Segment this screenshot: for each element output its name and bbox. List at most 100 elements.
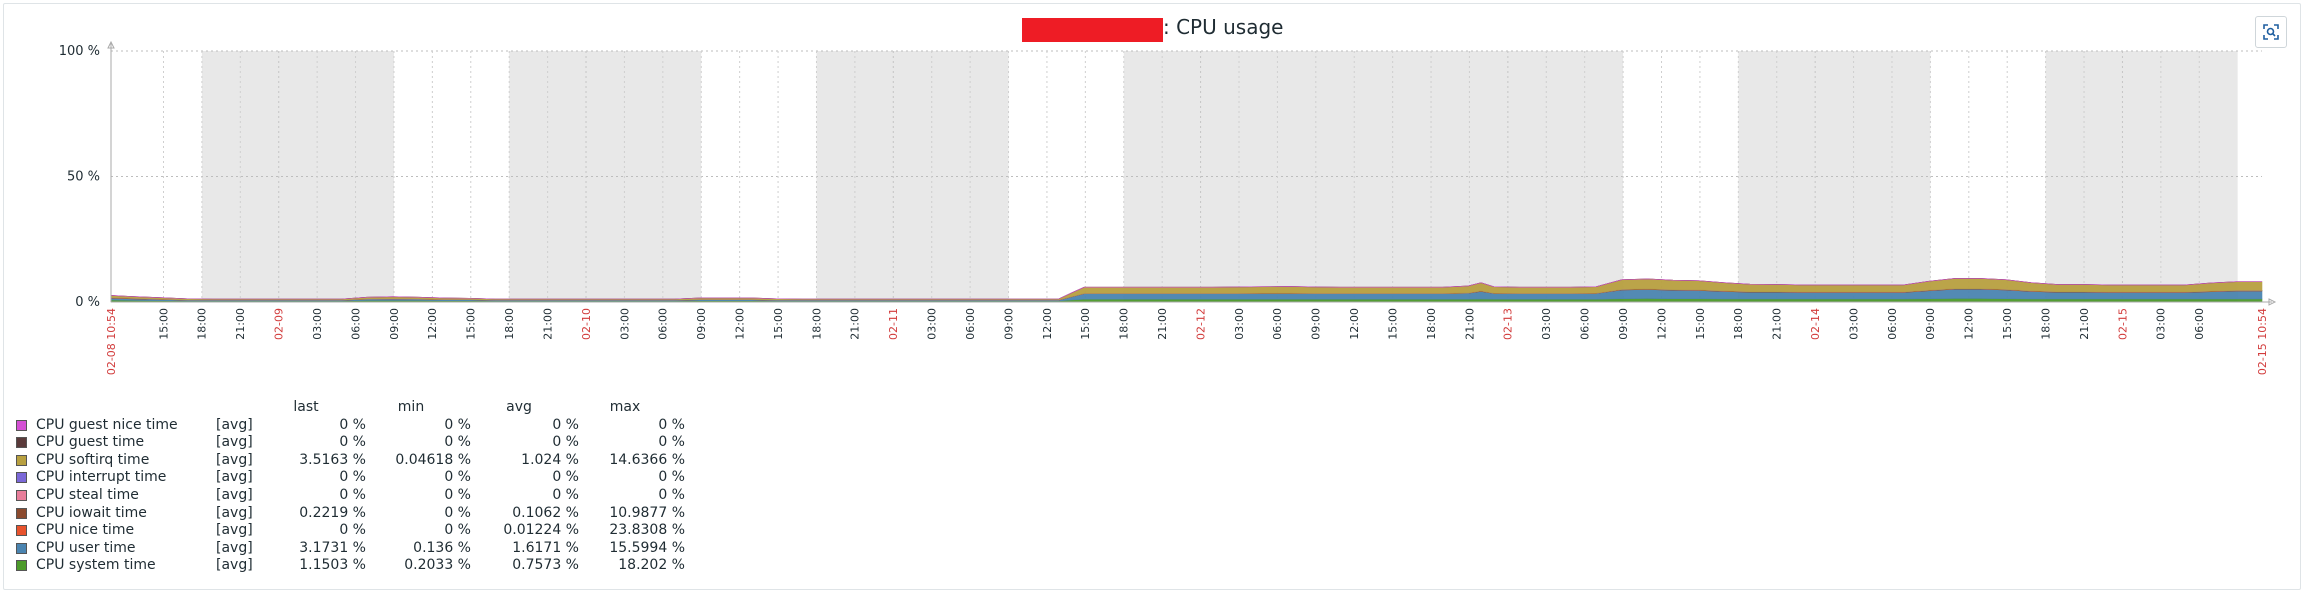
x-tick-label: 15:00	[772, 308, 785, 340]
legend-row: CPU iowait time [avg] 0.2219 % 0 % 0.1062 % 1…	[16, 505, 696, 523]
legend-avg: 0.01224 %	[503, 522, 579, 539]
x-tick-label: 12:00	[1041, 308, 1054, 340]
legend-last: 0 %	[339, 486, 366, 503]
x-tick-label: 03:00	[1233, 308, 1246, 340]
x-tick-label: 18:00	[1118, 308, 1131, 340]
redacted-host-name	[1022, 18, 1163, 42]
x-tick-label: 18:00	[503, 308, 516, 340]
x-tick-label: 15:00	[1079, 308, 1092, 340]
x-tick-label: 02-12	[1194, 308, 1207, 340]
legend-max: 23.8308 %	[609, 522, 685, 539]
x-tick-label: 12:00	[1963, 308, 1976, 340]
x-axis-arrow	[2268, 298, 2277, 306]
legend-avg: 0 %	[552, 434, 579, 451]
x-tick-label: 18:00	[1732, 308, 1745, 340]
legend-row: CPU interrupt time [avg] 0 % 0 % 0 % 0 %	[16, 469, 696, 487]
legend-max: 10.9877 %	[609, 504, 685, 521]
x-tick-label: 18:00	[810, 308, 823, 340]
x-tick-label: 09:00	[1924, 308, 1937, 340]
y-axis-arrow	[107, 40, 115, 49]
x-tick-label: 02-14	[1809, 308, 1822, 340]
legend-last: 0 %	[339, 434, 366, 451]
legend-avg: 1.6171 %	[512, 539, 579, 556]
x-tick-label: 02-09	[273, 308, 286, 340]
legend-swatch	[16, 542, 27, 554]
legend-avg: 0.7573 %	[512, 557, 579, 574]
legend-header: last min avg max	[16, 399, 696, 417]
x-tick-label: 21:00	[234, 308, 247, 340]
legend-min: 0 %	[444, 522, 471, 539]
legend-row: CPU steal time [avg] 0 % 0 % 0 % 0 %	[16, 487, 696, 505]
legend-function: [avg]	[216, 557, 253, 574]
x-tick-label: 09:00	[695, 308, 708, 340]
x-tick-label: 09:00	[1310, 308, 1323, 340]
legend-swatch	[16, 437, 27, 449]
x-tick-label: 15:00	[157, 308, 170, 340]
legend-function: [avg]	[216, 486, 253, 503]
x-tick-label: 18:00	[196, 308, 209, 340]
legend-row: CPU user time [avg] 3.1731 % 0.136 % 1.6171 …	[16, 540, 696, 558]
legend-last: 1.1503 %	[299, 557, 366, 574]
x-end-label: 02-15 10:54	[2256, 308, 2269, 375]
x-tick-label: 06:00	[1579, 308, 1592, 340]
legend-series-name: CPU user time	[36, 539, 136, 556]
x-tick-label: 02-11	[887, 308, 900, 340]
legend-last: 3.1731 %	[299, 539, 366, 556]
legend-series-name: CPU interrupt time	[36, 469, 167, 486]
legend-function: [avg]	[216, 451, 253, 468]
y-tick-label: 100 %	[59, 44, 100, 59]
x-tick-label: 06:00	[1886, 308, 1899, 340]
legend-table: last min avg max CPU guest nice time [avg…	[16, 399, 696, 575]
legend-series-name: CPU softirq time	[36, 451, 150, 468]
x-tick-label: 03:00	[618, 308, 631, 340]
legend-min: 0 %	[444, 434, 471, 451]
legend-max: 0 %	[658, 416, 685, 433]
x-tick-label: 06:00	[657, 308, 670, 340]
legend-swatch	[16, 489, 27, 501]
legend-min: 0 %	[444, 504, 471, 521]
legend-max: 0 %	[658, 486, 685, 503]
x-tick-label: 21:00	[1771, 308, 1784, 340]
y-tick-label: 0 %	[75, 295, 100, 310]
x-tick-label: 21:00	[849, 308, 862, 340]
legend-swatch	[16, 525, 27, 537]
x-tick-label: 02-13	[1502, 308, 1515, 340]
legend-header-last: last	[293, 399, 319, 415]
legend-max: 18.202 %	[618, 557, 685, 574]
legend-header-avg: avg	[506, 399, 532, 415]
legend-max: 15.5994 %	[609, 539, 685, 556]
x-tick-label: 03:00	[311, 308, 324, 340]
legend-row: CPU system time [avg] 1.1503 % 0.2033 % 0.75…	[16, 557, 696, 575]
zoom-fit-icon	[2263, 24, 2279, 40]
legend-row: CPU softirq time [avg] 3.5163 % 0.04618 % 1.…	[16, 452, 696, 470]
legend-avg: 0.1062 %	[512, 504, 579, 521]
legend-series-name: CPU guest nice time	[36, 416, 178, 433]
legend-last: 3.5163 %	[299, 451, 366, 468]
x-tick-label: 12:00	[734, 308, 747, 340]
legend-row: CPU guest time [avg] 0 % 0 % 0 % 0 %	[16, 434, 696, 452]
legend-series-name: CPU iowait time	[36, 504, 147, 521]
x-tick-label: 09:00	[388, 308, 401, 340]
x-tick-label: 18:00	[1425, 308, 1438, 340]
legend-min: 0 %	[444, 469, 471, 486]
legend-max: 0 %	[658, 469, 685, 486]
x-tick-label: 09:00	[1617, 308, 1630, 340]
legend-avg: 0 %	[552, 469, 579, 486]
shaded-period	[1738, 51, 1931, 302]
x-tick-label: 03:00	[1847, 308, 1860, 340]
x-tick-label: 12:00	[426, 308, 439, 340]
legend-series-name: CPU steal time	[36, 486, 139, 503]
legend-function: [avg]	[216, 522, 253, 539]
legend-last: 0 %	[339, 522, 366, 539]
x-tick-label: 02-10	[580, 308, 593, 340]
legend-row: CPU nice time [avg] 0 % 0 % 0.01224 % 23.8308…	[16, 522, 696, 540]
legend-function: [avg]	[216, 416, 253, 433]
legend-min: 0 %	[444, 486, 471, 503]
x-tick-label: 15:00	[1386, 308, 1399, 340]
legend-avg: 0 %	[552, 416, 579, 433]
x-tick-label: 06:00	[349, 308, 362, 340]
legend-swatch	[16, 454, 27, 466]
zoom-fit-button[interactable]	[2255, 16, 2287, 48]
legend-last: 0 %	[339, 469, 366, 486]
series-area	[110, 278, 2262, 300]
